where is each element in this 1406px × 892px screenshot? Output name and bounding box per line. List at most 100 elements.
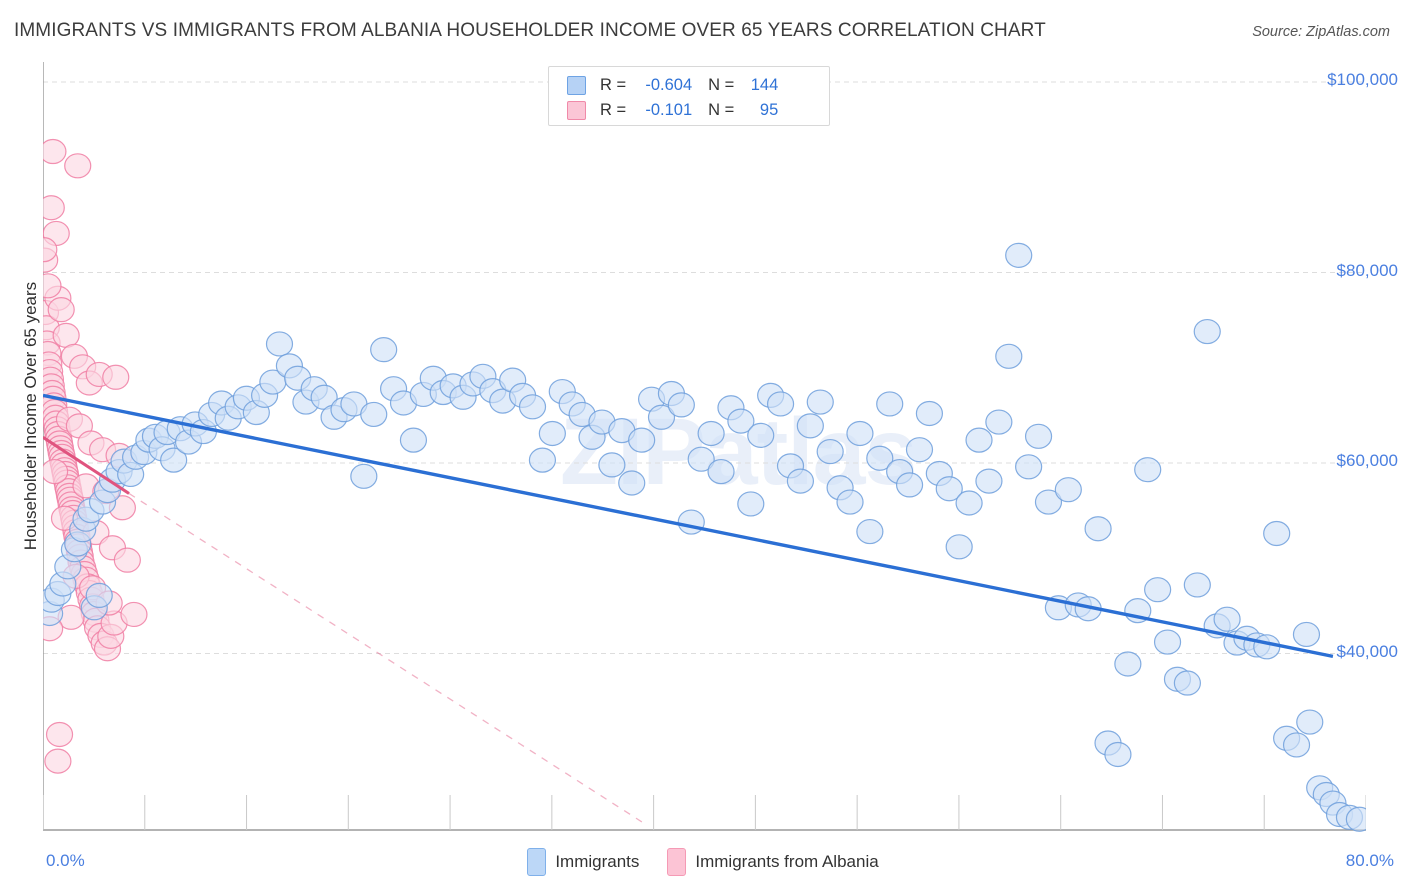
- r-label-blue: R =: [600, 76, 627, 94]
- data-point: [43, 273, 62, 299]
- n-value-pink: 95: [759, 101, 779, 119]
- data-point: [1183, 572, 1211, 598]
- data-point: [45, 721, 74, 748]
- data-point: [915, 400, 944, 427]
- trendline-immigrants: [43, 393, 1334, 659]
- n-label-pink: N =: [708, 101, 735, 119]
- data-point: [1104, 741, 1132, 768]
- data-point: [399, 427, 428, 453]
- y-tick-label-2: $60,000: [1336, 451, 1398, 470]
- data-point: [1296, 709, 1324, 735]
- data-point: [370, 337, 398, 363]
- legend-item-immigrants[interactable]: Immigrants: [527, 848, 639, 876]
- data-point: [796, 413, 824, 439]
- y-tick-label-3: $40,000: [1336, 642, 1398, 661]
- trendline-albania-extension: [128, 492, 647, 826]
- data-point: [866, 445, 894, 471]
- data-point: [667, 392, 695, 418]
- data-point: [766, 391, 795, 417]
- correlation-stats-legend: R = -0.604 N = 144 R = -0.101 N = 95: [548, 66, 830, 126]
- data-point: [876, 391, 904, 417]
- x-tick-label-right: 80.0%: [1345, 851, 1394, 870]
- source-attribution: Source: ZipAtlas.com: [1252, 24, 1390, 40]
- series-legend: Immigrants Immigrants from Albania: [0, 848, 1406, 876]
- data-point: [806, 389, 834, 415]
- blue-swatch-icon: [567, 76, 586, 95]
- data-point: [64, 153, 92, 179]
- data-point: [1084, 516, 1112, 542]
- data-point: [628, 427, 656, 453]
- x-tick-label-left: 0.0%: [46, 851, 85, 870]
- data-point: [895, 472, 924, 498]
- data-point: [786, 468, 815, 494]
- data-point: [1345, 806, 1366, 832]
- legend-label-immigrants: Immigrants: [555, 852, 640, 871]
- data-point: [360, 401, 388, 428]
- data-point: [955, 490, 983, 516]
- n-label-blue: N =: [708, 76, 735, 94]
- data-point: [975, 468, 1003, 494]
- data-point: [43, 458, 69, 485]
- data-point: [350, 463, 378, 489]
- data-point: [836, 489, 864, 515]
- data-point: [113, 547, 141, 573]
- data-point: [905, 437, 934, 463]
- data-point: [1253, 634, 1281, 660]
- r-value-blue: -0.604: [645, 76, 693, 94]
- y-tick-label-1: $80,000: [1336, 261, 1398, 280]
- data-point: [160, 447, 188, 473]
- trendline-albania: [43, 436, 130, 495]
- data-point: [598, 452, 626, 478]
- data-point: [1193, 318, 1221, 345]
- data-point: [1005, 242, 1033, 268]
- legend-item-albania[interactable]: Immigrants from Albania: [667, 848, 879, 876]
- data-point: [985, 409, 1013, 435]
- data-point: [47, 297, 75, 323]
- scatter-canvas: [43, 62, 1366, 832]
- data-point: [1034, 489, 1063, 515]
- data-point: [120, 601, 148, 628]
- data-point: [528, 447, 557, 473]
- data-point: [1173, 670, 1201, 696]
- pink-swatch-icon: [567, 101, 586, 120]
- y-axis-title: Householder Income Over 65 years: [21, 281, 40, 551]
- data-point: [1153, 629, 1182, 655]
- data-point: [1213, 606, 1241, 632]
- data-point: [727, 408, 755, 434]
- data-point: [102, 364, 130, 390]
- data-point: [1134, 457, 1162, 483]
- data-point: [707, 458, 735, 485]
- data-point: [697, 420, 725, 447]
- data-point: [687, 446, 715, 472]
- data-point: [1292, 621, 1321, 648]
- data-point: [618, 470, 646, 496]
- y-tick-label-0: $100,000: [1327, 70, 1398, 89]
- r-value-pink: -0.101: [645, 101, 693, 119]
- data-point: [816, 438, 844, 465]
- data-point: [647, 404, 676, 430]
- n-value-blue: 144: [750, 76, 779, 94]
- data-point: [1282, 732, 1311, 758]
- data-point: [747, 422, 775, 448]
- data-point: [1024, 423, 1053, 449]
- data-point: [43, 138, 67, 165]
- stats-row-albania: R = -0.101 N = 95: [549, 98, 829, 123]
- data-point: [1114, 651, 1142, 677]
- data-point: [737, 491, 765, 517]
- series-immigrants: [43, 242, 1366, 832]
- data-point: [945, 534, 973, 560]
- albania-swatch-icon: [667, 848, 687, 876]
- data-point: [518, 394, 547, 420]
- page-title: IMMIGRANTS VS IMMIGRANTS FROM ALBANIA HO…: [14, 20, 1046, 41]
- data-point: [965, 427, 993, 453]
- legend-label-albania: Immigrants from Albania: [695, 852, 879, 871]
- immigrants-swatch-icon: [527, 848, 547, 876]
- data-point: [85, 582, 113, 608]
- data-point: [1015, 454, 1043, 480]
- data-point: [265, 331, 294, 357]
- data-point: [538, 420, 566, 447]
- data-point: [995, 343, 1023, 369]
- data-point: [1054, 477, 1082, 503]
- data-point: [935, 476, 963, 502]
